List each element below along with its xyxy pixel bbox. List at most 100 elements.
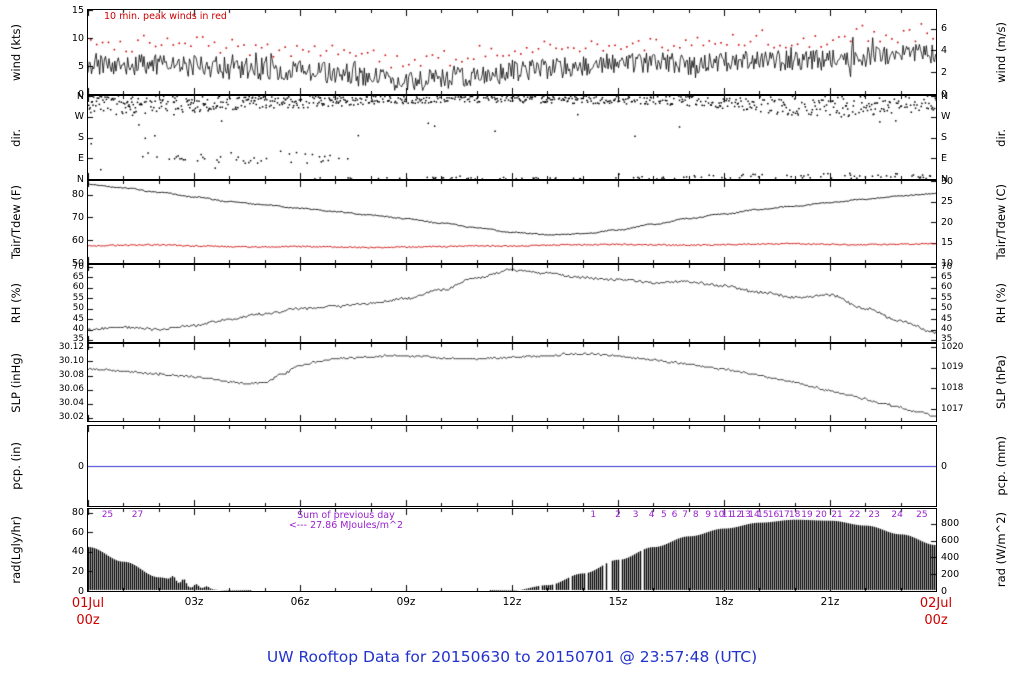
rad-mj-marker: 25 <box>101 510 114 520</box>
plot-canvas-wind <box>88 10 936 94</box>
rad-mj-marker: 16 <box>767 510 780 520</box>
rad-mj-marker: 2 <box>615 510 621 520</box>
rad-mj-marker: 12 <box>730 510 743 520</box>
tick-label-left-wind: 10 <box>71 32 84 44</box>
tick-label-right-temp: 20 <box>941 216 954 228</box>
rad-mj-marker: 11 <box>721 510 734 520</box>
rad-sum-note-line1: Sum of previous day <box>297 510 395 521</box>
axis-label-left-temp: Tair/Tdew (F) <box>9 184 23 259</box>
rad-mj-marker: 4 <box>648 510 655 520</box>
tick-label-right-pcp: 0 <box>941 460 948 472</box>
panel-slp <box>87 343 937 422</box>
axis-label-left-slp: SLP (inHg) <box>9 352 23 413</box>
panel-rh <box>87 264 937 343</box>
rad-mj-marker: 25 <box>916 510 928 520</box>
tick-label-right-rh: 55 <box>941 292 953 303</box>
rad-mj-marker: 21 <box>831 510 843 520</box>
wind-peaks-note: 10 min. peak winds in red <box>104 11 227 22</box>
tick-label-right-dir: E <box>941 152 948 164</box>
tick-label-left-slp: 30.12 <box>58 342 84 352</box>
x-tick-label: 06z <box>290 596 310 608</box>
tick-label-right-slp: 1017 <box>941 403 964 414</box>
rad-mj-marker: 19 <box>801 510 813 520</box>
tick-label-right-dir: S <box>941 132 948 143</box>
tick-label-left-slp: 30.02 <box>58 412 84 422</box>
tick-label-left-wind: 15 <box>71 4 84 16</box>
tick-label-right-dir: N <box>941 173 949 185</box>
tick-label-right-temp: 10 <box>941 257 954 269</box>
axis-label-right-dir: dir. <box>994 128 1008 147</box>
tick-label-left-rad: 0 <box>77 585 84 597</box>
axis-label-right-temp: Tair/Tdew (C) <box>994 184 1008 260</box>
tick-label-left-dir: W <box>74 111 84 123</box>
rad-mj-marker: 18 <box>788 510 801 520</box>
tick-label-right-rad: 200 <box>941 568 960 580</box>
plot-canvas-temp <box>88 181 936 263</box>
tick-label-right-rh: 40 <box>941 324 953 334</box>
tick-label-right-rh: 65 <box>941 271 953 282</box>
tick-label-left-rh: 65 <box>72 271 84 282</box>
tick-label-right-wind: 2 <box>941 66 948 78</box>
plot-canvas-pcp <box>88 426 936 506</box>
tick-label-left-dir: N <box>76 173 84 185</box>
tick-label-left-rh: 40 <box>72 324 84 334</box>
axis-label-right-slp: SLP (hPa) <box>994 355 1008 410</box>
tick-label-left-slp: 30.04 <box>58 398 84 408</box>
tick-label-left-rh: 60 <box>72 282 84 293</box>
tick-label-left-slp: 30.06 <box>58 384 84 394</box>
rad-mj-marker: 9 <box>705 510 711 520</box>
tick-label-right-rad: 0 <box>941 585 948 597</box>
plot-canvas-dir <box>88 96 936 179</box>
tick-label-right-dir: N <box>941 90 949 102</box>
tick-label-right-rh: 60 <box>941 282 953 293</box>
rad-mj-marker: 3 <box>632 510 639 520</box>
tick-label-left-rh: 70 <box>72 261 84 272</box>
tick-label-right-temp: 15 <box>941 237 954 248</box>
tick-label-left-pcp: 0 <box>77 460 84 472</box>
tick-label-left-wind: 5 <box>77 60 84 72</box>
tick-label-left-rh: 35 <box>72 334 84 345</box>
tick-label-left-rad: 20 <box>71 565 84 577</box>
tick-label-left-slp: 30.10 <box>58 356 84 366</box>
tick-label-right-slp: 1019 <box>941 362 964 373</box>
x-tick-label: 09z <box>396 596 416 608</box>
tick-label-left-rh: 50 <box>72 303 84 314</box>
tick-label-left-dir: E <box>77 152 84 164</box>
rad-mj-marker: 15 <box>757 510 769 520</box>
x-tick-label: 18z <box>714 596 734 608</box>
tick-label-right-rh: 35 <box>941 334 953 345</box>
figure-caption: UW Rooftop Data for 20150630 to 20150701… <box>266 648 758 666</box>
rad-mj-marker: 23 <box>868 510 880 520</box>
tick-label-left-temp: 80 <box>71 189 84 201</box>
panel-wind: 10 min. peak winds in red <box>87 9 937 95</box>
rad-mj-marker: 14 <box>748 510 760 520</box>
axis-label-left-pcp: pcp. (in) <box>9 442 23 490</box>
tick-label-left-rad: 40 <box>71 546 84 558</box>
x-tick-label: 12z <box>502 596 522 608</box>
rad-mj-marker: 6 <box>671 510 678 520</box>
tick-label-left-wind: 0 <box>77 88 84 100</box>
tick-label-right-rad: 400 <box>941 551 960 563</box>
x-end-hour: 00z <box>924 613 948 628</box>
axis-label-right-pcp: pcp. (mm) <box>994 436 1008 496</box>
axis-label-right-wind: wind (m/s) <box>994 21 1008 83</box>
rad-mj-marker: 8 <box>692 510 699 520</box>
panel-rad: 25 27 1 2 3 4 5 6 7 8 9 10 11 12 13 14 15 16 17 18 19 20 21 22 2… <box>87 508 937 592</box>
tick-label-left-temp: 70 <box>71 211 84 223</box>
tick-label-left-rad: 60 <box>71 526 84 538</box>
rad-mj-marker: 7 <box>682 510 688 520</box>
tick-label-left-rh: 45 <box>72 313 84 324</box>
rad-mj-marker: 24 <box>891 510 903 520</box>
plot-canvas-rh <box>88 265 936 342</box>
x-tick-label: 21z <box>820 596 840 608</box>
tick-label-left-slp: 30.08 <box>58 370 84 380</box>
rad-mj-marker: 10 <box>712 510 725 520</box>
axis-label-left-rad: rad(Lgly/hr) <box>9 516 23 584</box>
plot-canvas-slp <box>88 344 936 421</box>
tick-label-right-wind: 6 <box>941 23 948 35</box>
tick-label-right-temp: 25 <box>941 196 954 207</box>
panel-dir <box>87 95 937 180</box>
tick-label-left-temp: 50 <box>71 257 84 269</box>
rad-mj-marker: 20 <box>815 510 827 520</box>
tick-label-right-slp: 1020 <box>941 341 964 352</box>
